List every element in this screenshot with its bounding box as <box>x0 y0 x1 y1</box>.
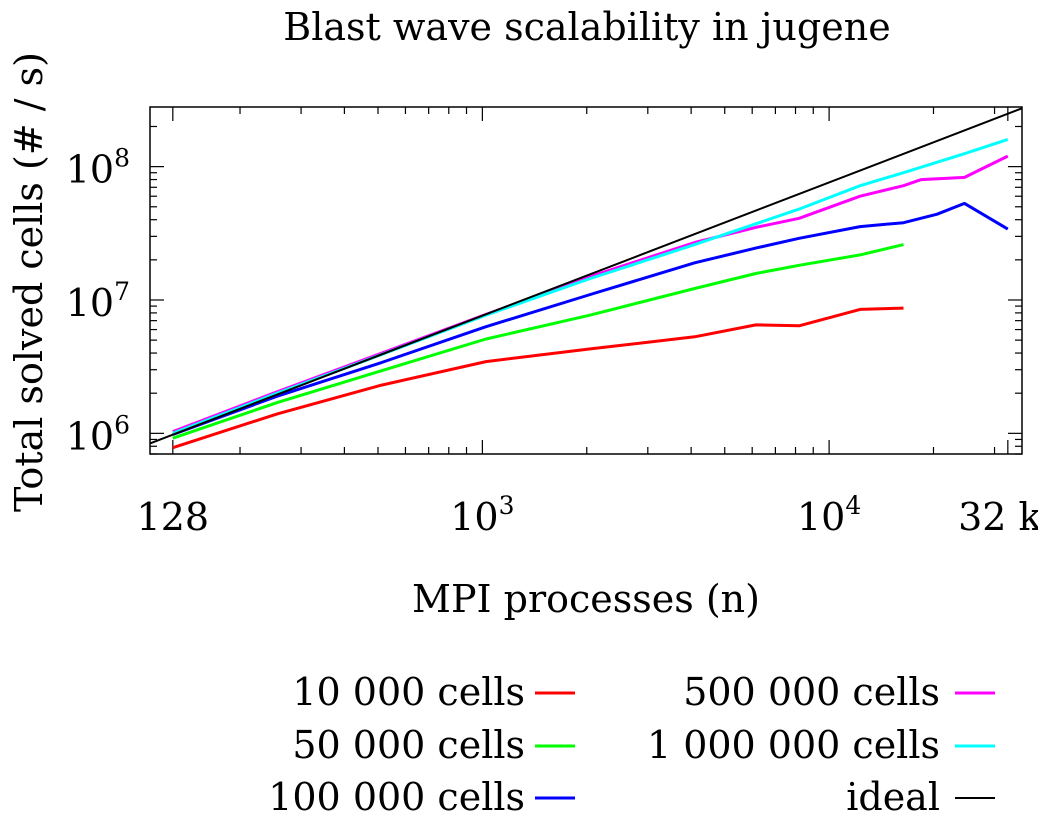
tick-exponent: 3 <box>499 491 515 520</box>
series-lines <box>150 107 1022 450</box>
tick-base: 10 <box>450 495 498 539</box>
y-tick-label: 108 <box>66 144 130 192</box>
tick-base: 10 <box>66 281 114 325</box>
x-tick-label: 128 <box>137 495 210 539</box>
tick-exponent: 6 <box>114 410 130 439</box>
tick-exponent: 7 <box>114 277 130 306</box>
x-tick-labels: 128 103 104 32 k <box>137 491 1038 539</box>
tick-exponent: 8 <box>114 144 130 173</box>
legend-label: 1 000 000 cells <box>647 723 940 767</box>
legend-label: 100 000 cells <box>268 775 525 819</box>
minor-ticks <box>150 107 1022 455</box>
plot-frame <box>149 106 1023 455</box>
x-tick-label: 104 <box>797 491 861 539</box>
tick-base: 10 <box>797 495 845 539</box>
series-line-ideal <box>150 107 1022 445</box>
legend-label: 50 000 cells <box>292 723 525 767</box>
legend: 10 000 cells 50 000 cells 100 000 cells 500… <box>268 670 995 819</box>
legend-label: 10 000 cells <box>292 670 525 714</box>
tick-base: 10 <box>66 414 114 458</box>
series-line-100-000-cells <box>172 201 1009 436</box>
y-tick-label: 106 <box>66 410 130 458</box>
tick-exponent: 4 <box>845 491 861 520</box>
chart-title: Blast wave scalability in jugene <box>283 5 890 49</box>
legend-label: 500 000 cells <box>683 670 940 714</box>
tick-base: 10 <box>66 148 114 192</box>
x-tick-label: 103 <box>450 491 514 539</box>
series-line-10-000-cells <box>172 306 904 450</box>
x-axis-label: MPI processes (n) <box>412 577 760 621</box>
y-axis-label: Total solved cells (# / s) <box>7 52 51 512</box>
x-tick-label: 32 k <box>958 495 1038 539</box>
major-ticks <box>150 107 1022 454</box>
series-line-50-000-cells <box>172 243 904 440</box>
y-tick-label: 107 <box>66 277 130 325</box>
legend-label: ideal <box>846 775 940 819</box>
